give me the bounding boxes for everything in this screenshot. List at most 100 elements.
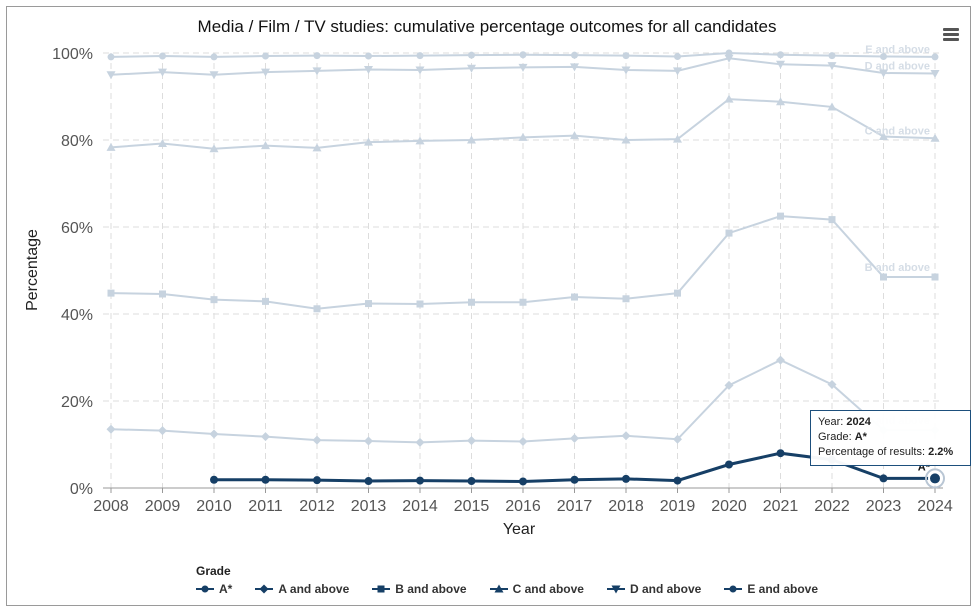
data-point-e-and-above[interactable] <box>107 53 115 61</box>
data-point-c-and-above[interactable] <box>467 135 476 144</box>
data-point-b-and-above[interactable] <box>416 300 424 308</box>
data-point-a-and-above[interactable] <box>209 429 219 439</box>
data-point-astar[interactable] <box>261 475 270 484</box>
data-point-a-and-above[interactable] <box>570 433 579 443</box>
data-point-b-and-above[interactable] <box>313 305 321 313</box>
data-point-d-and-above[interactable] <box>312 67 322 76</box>
data-point-c-and-above[interactable] <box>673 134 682 143</box>
data-point-b-and-above[interactable] <box>931 273 939 281</box>
data-point-c-and-above[interactable] <box>158 138 167 147</box>
data-point-e-and-above[interactable] <box>313 52 321 60</box>
data-point-astar[interactable] <box>467 477 476 486</box>
data-point-e-and-above[interactable] <box>519 51 527 59</box>
data-point-d-and-above[interactable] <box>621 66 631 75</box>
data-point-a-and-above[interactable] <box>827 379 837 389</box>
data-point-c-and-above[interactable] <box>209 144 219 153</box>
data-point-e-and-above[interactable] <box>159 52 166 60</box>
data-point-e-and-above[interactable] <box>262 52 269 60</box>
legend-item-e-and-above[interactable]: E and above <box>724 582 818 596</box>
data-point-b-and-above[interactable] <box>365 300 372 308</box>
data-point-d-and-above[interactable] <box>827 62 837 71</box>
data-point-d-and-above[interactable] <box>724 54 734 63</box>
data-point-astar[interactable] <box>570 475 579 484</box>
data-point-c-and-above[interactable] <box>879 132 888 141</box>
data-point-d-and-above[interactable] <box>415 66 425 75</box>
data-point-c-and-above[interactable] <box>364 137 373 146</box>
data-point-a-and-above[interactable] <box>776 355 785 365</box>
data-point-astar[interactable] <box>776 449 785 458</box>
hovered-data-point[interactable] <box>928 471 942 486</box>
data-point-c-and-above[interactable] <box>930 133 940 142</box>
data-point-c-and-above[interactable] <box>724 94 734 103</box>
data-point-b-and-above[interactable] <box>262 297 269 305</box>
legend-item-b-and-above[interactable]: B and above <box>372 582 467 596</box>
data-point-c-and-above[interactable] <box>261 141 270 150</box>
data-point-c-and-above[interactable] <box>621 135 631 144</box>
data-point-c-and-above[interactable] <box>106 142 116 151</box>
data-point-a-and-above[interactable] <box>415 437 425 447</box>
data-point-c-and-above[interactable] <box>827 102 837 111</box>
data-point-b-and-above[interactable] <box>159 290 166 298</box>
data-point-b-and-above[interactable] <box>622 295 630 303</box>
data-point-b-and-above[interactable] <box>519 298 527 306</box>
data-point-e-and-above[interactable] <box>622 52 630 60</box>
data-point-e-and-above[interactable] <box>210 53 218 61</box>
data-point-a-and-above[interactable] <box>518 436 528 446</box>
data-point-b-and-above[interactable] <box>210 296 218 304</box>
data-point-d-and-above[interactable] <box>570 63 579 72</box>
data-point-astar[interactable] <box>416 476 424 485</box>
data-point-e-and-above[interactable] <box>880 52 887 60</box>
data-point-a-and-above[interactable] <box>724 380 734 390</box>
data-point-d-and-above[interactable] <box>930 69 940 78</box>
data-point-b-and-above[interactable] <box>674 289 681 297</box>
data-point-a-and-above[interactable] <box>621 431 631 441</box>
data-point-a-and-above[interactable] <box>261 432 270 442</box>
data-point-e-and-above[interactable] <box>365 52 372 60</box>
data-point-d-and-above[interactable] <box>158 68 167 77</box>
data-point-e-and-above[interactable] <box>725 49 733 57</box>
data-point-b-and-above[interactable] <box>828 216 836 224</box>
data-point-e-and-above[interactable] <box>777 51 784 59</box>
legend-item-astar[interactable]: A* <box>196 582 232 596</box>
data-point-e-and-above[interactable] <box>828 52 836 60</box>
data-point-astar[interactable] <box>519 477 527 486</box>
data-point-astar[interactable] <box>210 475 218 484</box>
data-point-b-and-above[interactable] <box>880 273 887 281</box>
data-point-d-and-above[interactable] <box>673 67 682 76</box>
data-point-d-and-above[interactable] <box>106 71 116 80</box>
legend-item-a-and-above[interactable]: A and above <box>255 582 349 596</box>
data-point-e-and-above[interactable] <box>571 51 578 59</box>
data-point-e-and-above[interactable] <box>674 52 681 60</box>
data-point-a-and-above[interactable] <box>158 426 167 436</box>
data-point-astar[interactable] <box>313 476 321 485</box>
data-point-c-and-above[interactable] <box>518 132 528 141</box>
data-point-astar[interactable] <box>622 474 630 483</box>
data-point-d-and-above[interactable] <box>261 68 270 77</box>
legend-item-d-and-above[interactable]: D and above <box>606 582 701 596</box>
data-point-e-and-above[interactable] <box>416 52 424 60</box>
data-point-b-and-above[interactable] <box>571 293 578 301</box>
data-point-a-and-above[interactable] <box>312 435 322 445</box>
data-point-d-and-above[interactable] <box>364 66 373 75</box>
data-point-d-and-above[interactable] <box>776 60 785 69</box>
legend-item-c-and-above[interactable]: C and above <box>489 582 584 596</box>
data-point-b-and-above[interactable] <box>777 212 784 220</box>
data-point-astar[interactable] <box>364 477 373 486</box>
data-point-astar[interactable] <box>673 476 682 485</box>
data-point-c-and-above[interactable] <box>570 131 579 140</box>
data-point-a-and-above[interactable] <box>467 436 476 446</box>
data-point-d-and-above[interactable] <box>879 69 888 78</box>
data-point-d-and-above[interactable] <box>518 63 528 72</box>
data-point-b-and-above[interactable] <box>107 289 115 297</box>
data-point-d-and-above[interactable] <box>209 71 219 80</box>
data-point-a-and-above[interactable] <box>106 424 116 434</box>
data-point-a-and-above[interactable] <box>364 436 373 446</box>
data-point-e-and-above[interactable] <box>468 51 475 59</box>
data-point-e-and-above[interactable] <box>931 53 939 61</box>
data-point-a-and-above[interactable] <box>673 434 682 444</box>
data-point-d-and-above[interactable] <box>467 64 476 73</box>
data-point-c-and-above[interactable] <box>776 97 785 106</box>
data-point-b-and-above[interactable] <box>468 298 475 306</box>
data-point-c-and-above[interactable] <box>415 136 425 145</box>
data-point-astar[interactable] <box>879 474 888 483</box>
